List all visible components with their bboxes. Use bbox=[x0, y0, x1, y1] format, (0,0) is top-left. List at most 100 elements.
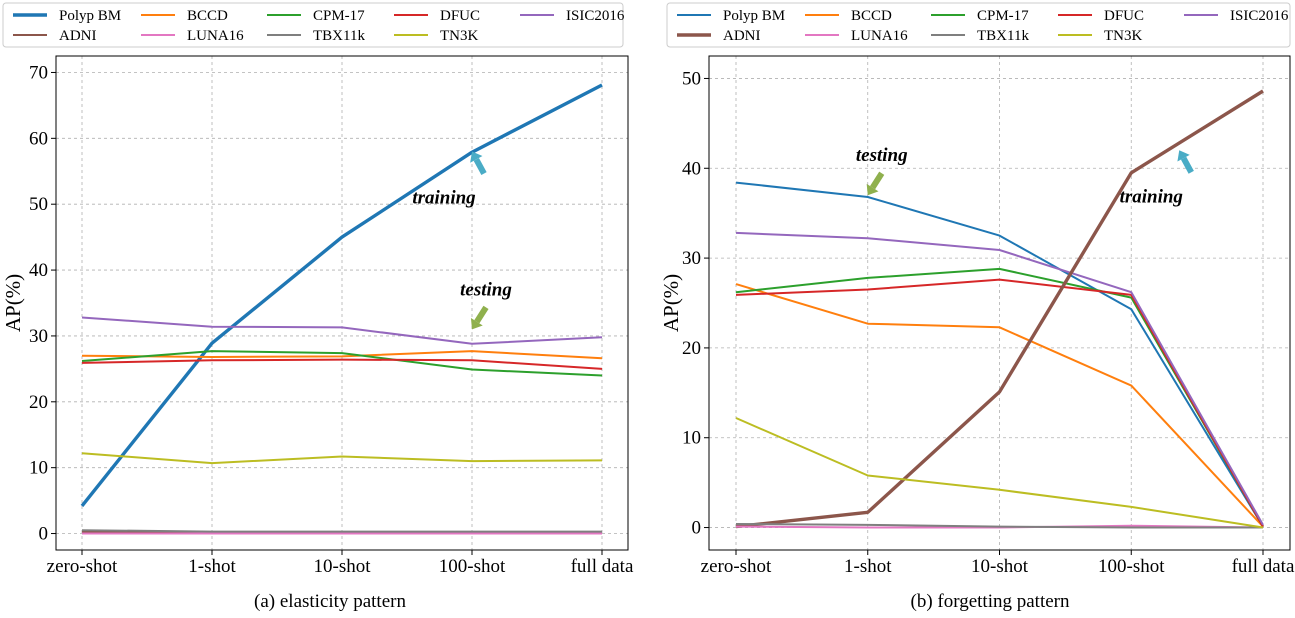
x-tick-label: 10-shot bbox=[971, 556, 1029, 577]
series-line-tbx11k bbox=[735, 523, 1263, 529]
y-tick-label: 0 bbox=[39, 524, 49, 545]
series-line-tn3k bbox=[81, 452, 603, 465]
x-tick-label: full data bbox=[571, 556, 634, 577]
annotation-arrowhead-training bbox=[1177, 150, 1190, 162]
x-tick-label: full data bbox=[1232, 556, 1295, 577]
legend-label: CPM-17 bbox=[977, 8, 1029, 24]
y-axis: 0 10 20 30 40 50 bbox=[682, 68, 709, 539]
x-tick-label: 10-shot bbox=[314, 556, 372, 577]
series-line-dfuc bbox=[735, 278, 1264, 528]
legend: Polyp BM BCCD CPM-17 DFUC ISIC2016 ADNI LUNA16… bbox=[666, 2, 1291, 48]
legend-label: BCCD bbox=[187, 8, 228, 24]
y-tick-label: 10 bbox=[682, 428, 701, 449]
legend-label: TBX11k bbox=[977, 28, 1029, 44]
y-tick-label: 20 bbox=[682, 338, 701, 359]
x-axis: zero-shot 1-shot 10-shot 100-shot full data bbox=[701, 550, 1295, 577]
legend-label: ISIC2016 bbox=[566, 8, 625, 24]
annotation-arrow-testing bbox=[870, 171, 885, 190]
series-line-isic2016 bbox=[81, 316, 603, 345]
y-tick-label: 30 bbox=[682, 248, 701, 269]
annotation-label-training: training bbox=[412, 188, 475, 209]
annotation-arrow-training bbox=[1180, 156, 1194, 174]
legend-item-dfuc: DFUC bbox=[394, 8, 480, 24]
y-tick-label: 30 bbox=[29, 326, 48, 347]
y-tick-label: 50 bbox=[29, 194, 48, 215]
series-line-adni bbox=[735, 89, 1264, 529]
x-axis: zero-shot 1-shot 10-shot 100-shot full data bbox=[47, 550, 634, 577]
annotations: testing training bbox=[856, 145, 1194, 207]
y-axis-label: AP(%) bbox=[659, 274, 683, 332]
legend-item-adni: ADNI bbox=[13, 28, 97, 44]
y-tick-label: 60 bbox=[29, 128, 48, 149]
series-line-polyp-bm bbox=[80, 83, 603, 507]
legend-item-polyp-bm: Polyp BM bbox=[13, 8, 121, 24]
legend-item-polyp-bm: Polyp BM bbox=[677, 8, 785, 24]
legend-label: LUNA16 bbox=[187, 28, 244, 44]
legend-label: LUNA16 bbox=[851, 28, 908, 44]
legend-item-tbx11k: TBX11k bbox=[267, 28, 365, 44]
chart-panel-a: 0 10 20 30 40 50 60 70 zero-shot 1-shot 10-shot 100… bbox=[1, 2, 634, 612]
legend-item-luna16: LUNA16 bbox=[141, 28, 244, 44]
legend-label: ADNI bbox=[59, 28, 97, 44]
legend-item-dfuc: DFUC bbox=[1058, 8, 1144, 24]
legend-label: TN3K bbox=[1104, 28, 1142, 44]
y-tick-label: 0 bbox=[692, 518, 702, 539]
x-tick-label: 100-shot bbox=[1098, 556, 1165, 577]
x-tick-label: 100-shot bbox=[439, 556, 506, 577]
legend-item-tbx11k: TBX11k bbox=[931, 28, 1029, 44]
x-tick-label: zero-shot bbox=[47, 556, 118, 577]
y-axis-label: AP(%) bbox=[1, 274, 25, 332]
legend-label: CPM-17 bbox=[313, 8, 365, 24]
legend-item-luna16: LUNA16 bbox=[805, 28, 908, 44]
annotation-label-testing: testing bbox=[460, 279, 512, 300]
annotation-arrowhead-training bbox=[470, 151, 483, 163]
series-lines bbox=[735, 89, 1264, 529]
series-line-polyp-bm bbox=[735, 181, 1264, 528]
annotation-arrowhead-testing bbox=[866, 183, 879, 196]
legend-label: Polyp BM bbox=[59, 8, 121, 24]
legend-label: TBX11k bbox=[313, 28, 365, 44]
y-tick-label: 20 bbox=[29, 392, 48, 413]
series-line-dfuc bbox=[81, 358, 603, 370]
series-line-bccd bbox=[735, 283, 1264, 528]
legend-item-tn3k: TN3K bbox=[1058, 28, 1142, 44]
legend-item-tn3k: TN3K bbox=[394, 28, 478, 44]
x-tick-label: zero-shot bbox=[701, 556, 772, 577]
annotation-arrow-testing bbox=[474, 305, 489, 324]
annotation-label-training: training bbox=[1120, 186, 1183, 207]
chart-caption: (a) elasticity pattern bbox=[254, 591, 406, 612]
annotation-label-testing: testing bbox=[856, 145, 908, 166]
y-tick-label: 70 bbox=[29, 62, 48, 83]
y-axis: 0 10 20 30 40 50 60 70 bbox=[29, 62, 56, 545]
series-line-tbx11k bbox=[81, 529, 602, 533]
legend-item-adni: ADNI bbox=[677, 28, 761, 44]
y-tick-label: 10 bbox=[29, 458, 48, 479]
legend-item-isic2016: ISIC2016 bbox=[520, 8, 625, 24]
chart-caption: (b) forgetting pattern bbox=[911, 591, 1070, 612]
series-line-tn3k bbox=[735, 417, 1264, 529]
legend-item-cpm-17: CPM-17 bbox=[931, 8, 1029, 24]
chart-panel-b: 0 10 20 30 40 50 zero-shot 1-shot 10-shot 100-sho… bbox=[659, 2, 1295, 612]
series-line-cpm-17 bbox=[81, 350, 603, 377]
legend-label: BCCD bbox=[851, 8, 892, 24]
series-line-isic2016 bbox=[735, 231, 1264, 526]
annotation-arrowhead-testing bbox=[470, 317, 483, 330]
legend-item-bccd: BCCD bbox=[805, 8, 892, 24]
legend-item-bccd: BCCD bbox=[141, 8, 228, 24]
series-lines bbox=[80, 83, 603, 535]
y-tick-label: 40 bbox=[682, 158, 701, 179]
legend-label: TN3K bbox=[440, 28, 478, 44]
legend: Polyp BM BCCD CPM-17 DFUC ISIC2016 ADNI LUNA16… bbox=[2, 2, 625, 48]
annotation-arrow-training bbox=[473, 157, 487, 175]
y-tick-label: 40 bbox=[29, 260, 48, 281]
legend-label: DFUC bbox=[440, 8, 480, 24]
legend-item-isic2016: ISIC2016 bbox=[1184, 8, 1289, 24]
y-tick-label: 50 bbox=[682, 68, 701, 89]
x-tick-label: 1-shot bbox=[844, 556, 892, 577]
series-line-bccd bbox=[81, 350, 603, 360]
legend-label: Polyp BM bbox=[723, 8, 785, 24]
grid-lines bbox=[56, 56, 628, 550]
legend-label: ADNI bbox=[723, 28, 761, 44]
